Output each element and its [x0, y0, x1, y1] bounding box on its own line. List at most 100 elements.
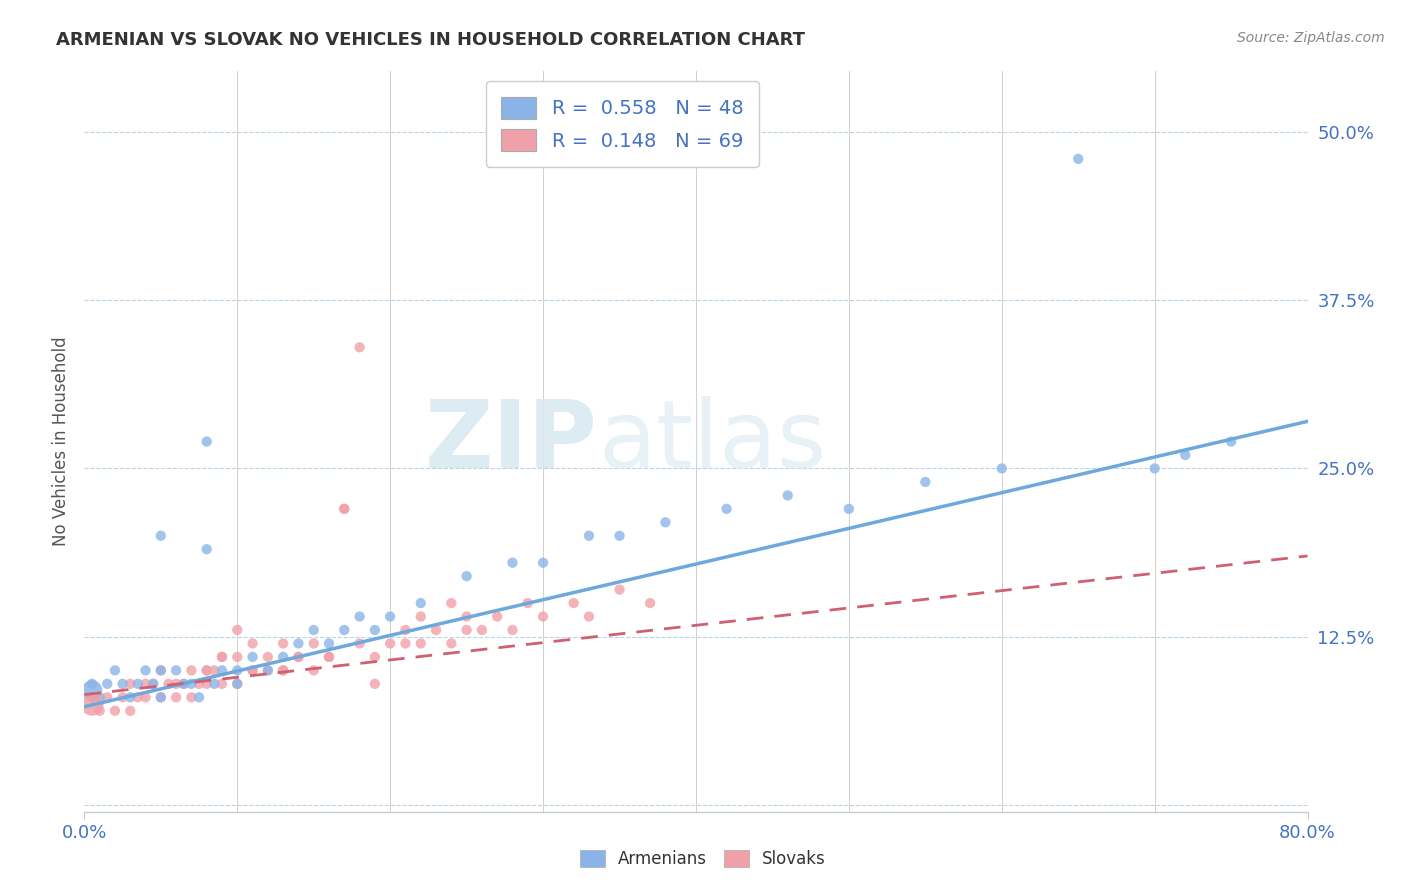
Point [202, 677, 225, 691]
Legend: Armenians, Slovaks: Armenians, Slovaks [574, 843, 832, 875]
Point [1220, 434, 1243, 449]
Point [516, 596, 538, 610]
Point [364, 649, 387, 664]
Point [333, 623, 356, 637]
Point [716, 501, 738, 516]
Point [211, 649, 233, 664]
Point [486, 609, 509, 624]
Point [257, 649, 280, 664]
Point [111, 690, 134, 705]
Point [80, 683, 103, 698]
Point [440, 596, 463, 610]
Point [149, 690, 172, 705]
Point [654, 516, 676, 530]
Point [1143, 461, 1166, 475]
Point [135, 677, 157, 691]
Point [287, 649, 309, 664]
Point [89, 690, 111, 705]
Point [257, 664, 280, 678]
Point [104, 704, 127, 718]
Point [96, 677, 118, 691]
Point [135, 664, 157, 678]
Point [578, 609, 600, 624]
Point [578, 529, 600, 543]
Point [104, 664, 127, 678]
Point [135, 690, 157, 705]
Point [609, 582, 631, 597]
Point [302, 623, 325, 637]
Point [471, 623, 494, 637]
Point [287, 649, 309, 664]
Point [188, 677, 211, 691]
Point [349, 340, 371, 354]
Text: atlas: atlas [598, 395, 827, 488]
Text: Source: ZipAtlas.com: Source: ZipAtlas.com [1237, 31, 1385, 45]
Point [318, 649, 340, 664]
Point [120, 690, 142, 705]
Point [226, 649, 249, 664]
Point [394, 623, 416, 637]
Point [242, 664, 264, 678]
Point [165, 664, 187, 678]
Point [127, 690, 149, 705]
Point [271, 649, 294, 664]
Point [173, 677, 195, 691]
Point [776, 488, 799, 502]
Point [173, 677, 195, 691]
Point [195, 677, 218, 691]
Point [195, 542, 218, 557]
Point [142, 677, 165, 691]
Point [456, 623, 478, 637]
Point [380, 609, 402, 624]
Point [211, 649, 233, 664]
Point [142, 677, 165, 691]
Point [456, 569, 478, 583]
Point [318, 649, 340, 664]
Point [409, 596, 432, 610]
Legend: R =  0.558   N = 48, R =  0.148   N = 69: R = 0.558 N = 48, R = 0.148 N = 69 [486, 81, 759, 167]
Point [80, 690, 103, 705]
Point [271, 636, 294, 650]
Text: ZIP: ZIP [425, 395, 598, 488]
Point [165, 677, 187, 691]
Point [349, 609, 371, 624]
Point [531, 609, 554, 624]
Point [211, 677, 233, 691]
Point [638, 596, 661, 610]
Point [80, 697, 103, 711]
Point [127, 677, 149, 691]
Point [226, 664, 249, 678]
Point [364, 677, 387, 691]
Point [188, 690, 211, 705]
Point [1067, 152, 1090, 166]
Point [89, 704, 111, 718]
Point [226, 677, 249, 691]
Point [195, 664, 218, 678]
Point [991, 461, 1014, 475]
Point [302, 636, 325, 650]
Point [226, 623, 249, 637]
Point [271, 664, 294, 678]
Point [120, 704, 142, 718]
Point [456, 609, 478, 624]
Point [1174, 448, 1197, 462]
Point [96, 690, 118, 705]
Point [302, 664, 325, 678]
Point [364, 623, 387, 637]
Point [202, 664, 225, 678]
Point [195, 664, 218, 678]
Point [80, 677, 103, 691]
Point [195, 434, 218, 449]
Point [333, 501, 356, 516]
Point [271, 664, 294, 678]
Point [242, 664, 264, 678]
Point [180, 690, 202, 705]
Point [242, 649, 264, 664]
Point [440, 636, 463, 650]
Point [242, 636, 264, 650]
Point [333, 501, 356, 516]
Point [380, 636, 402, 650]
Point [157, 677, 180, 691]
Point [502, 623, 524, 637]
Point [425, 623, 447, 637]
